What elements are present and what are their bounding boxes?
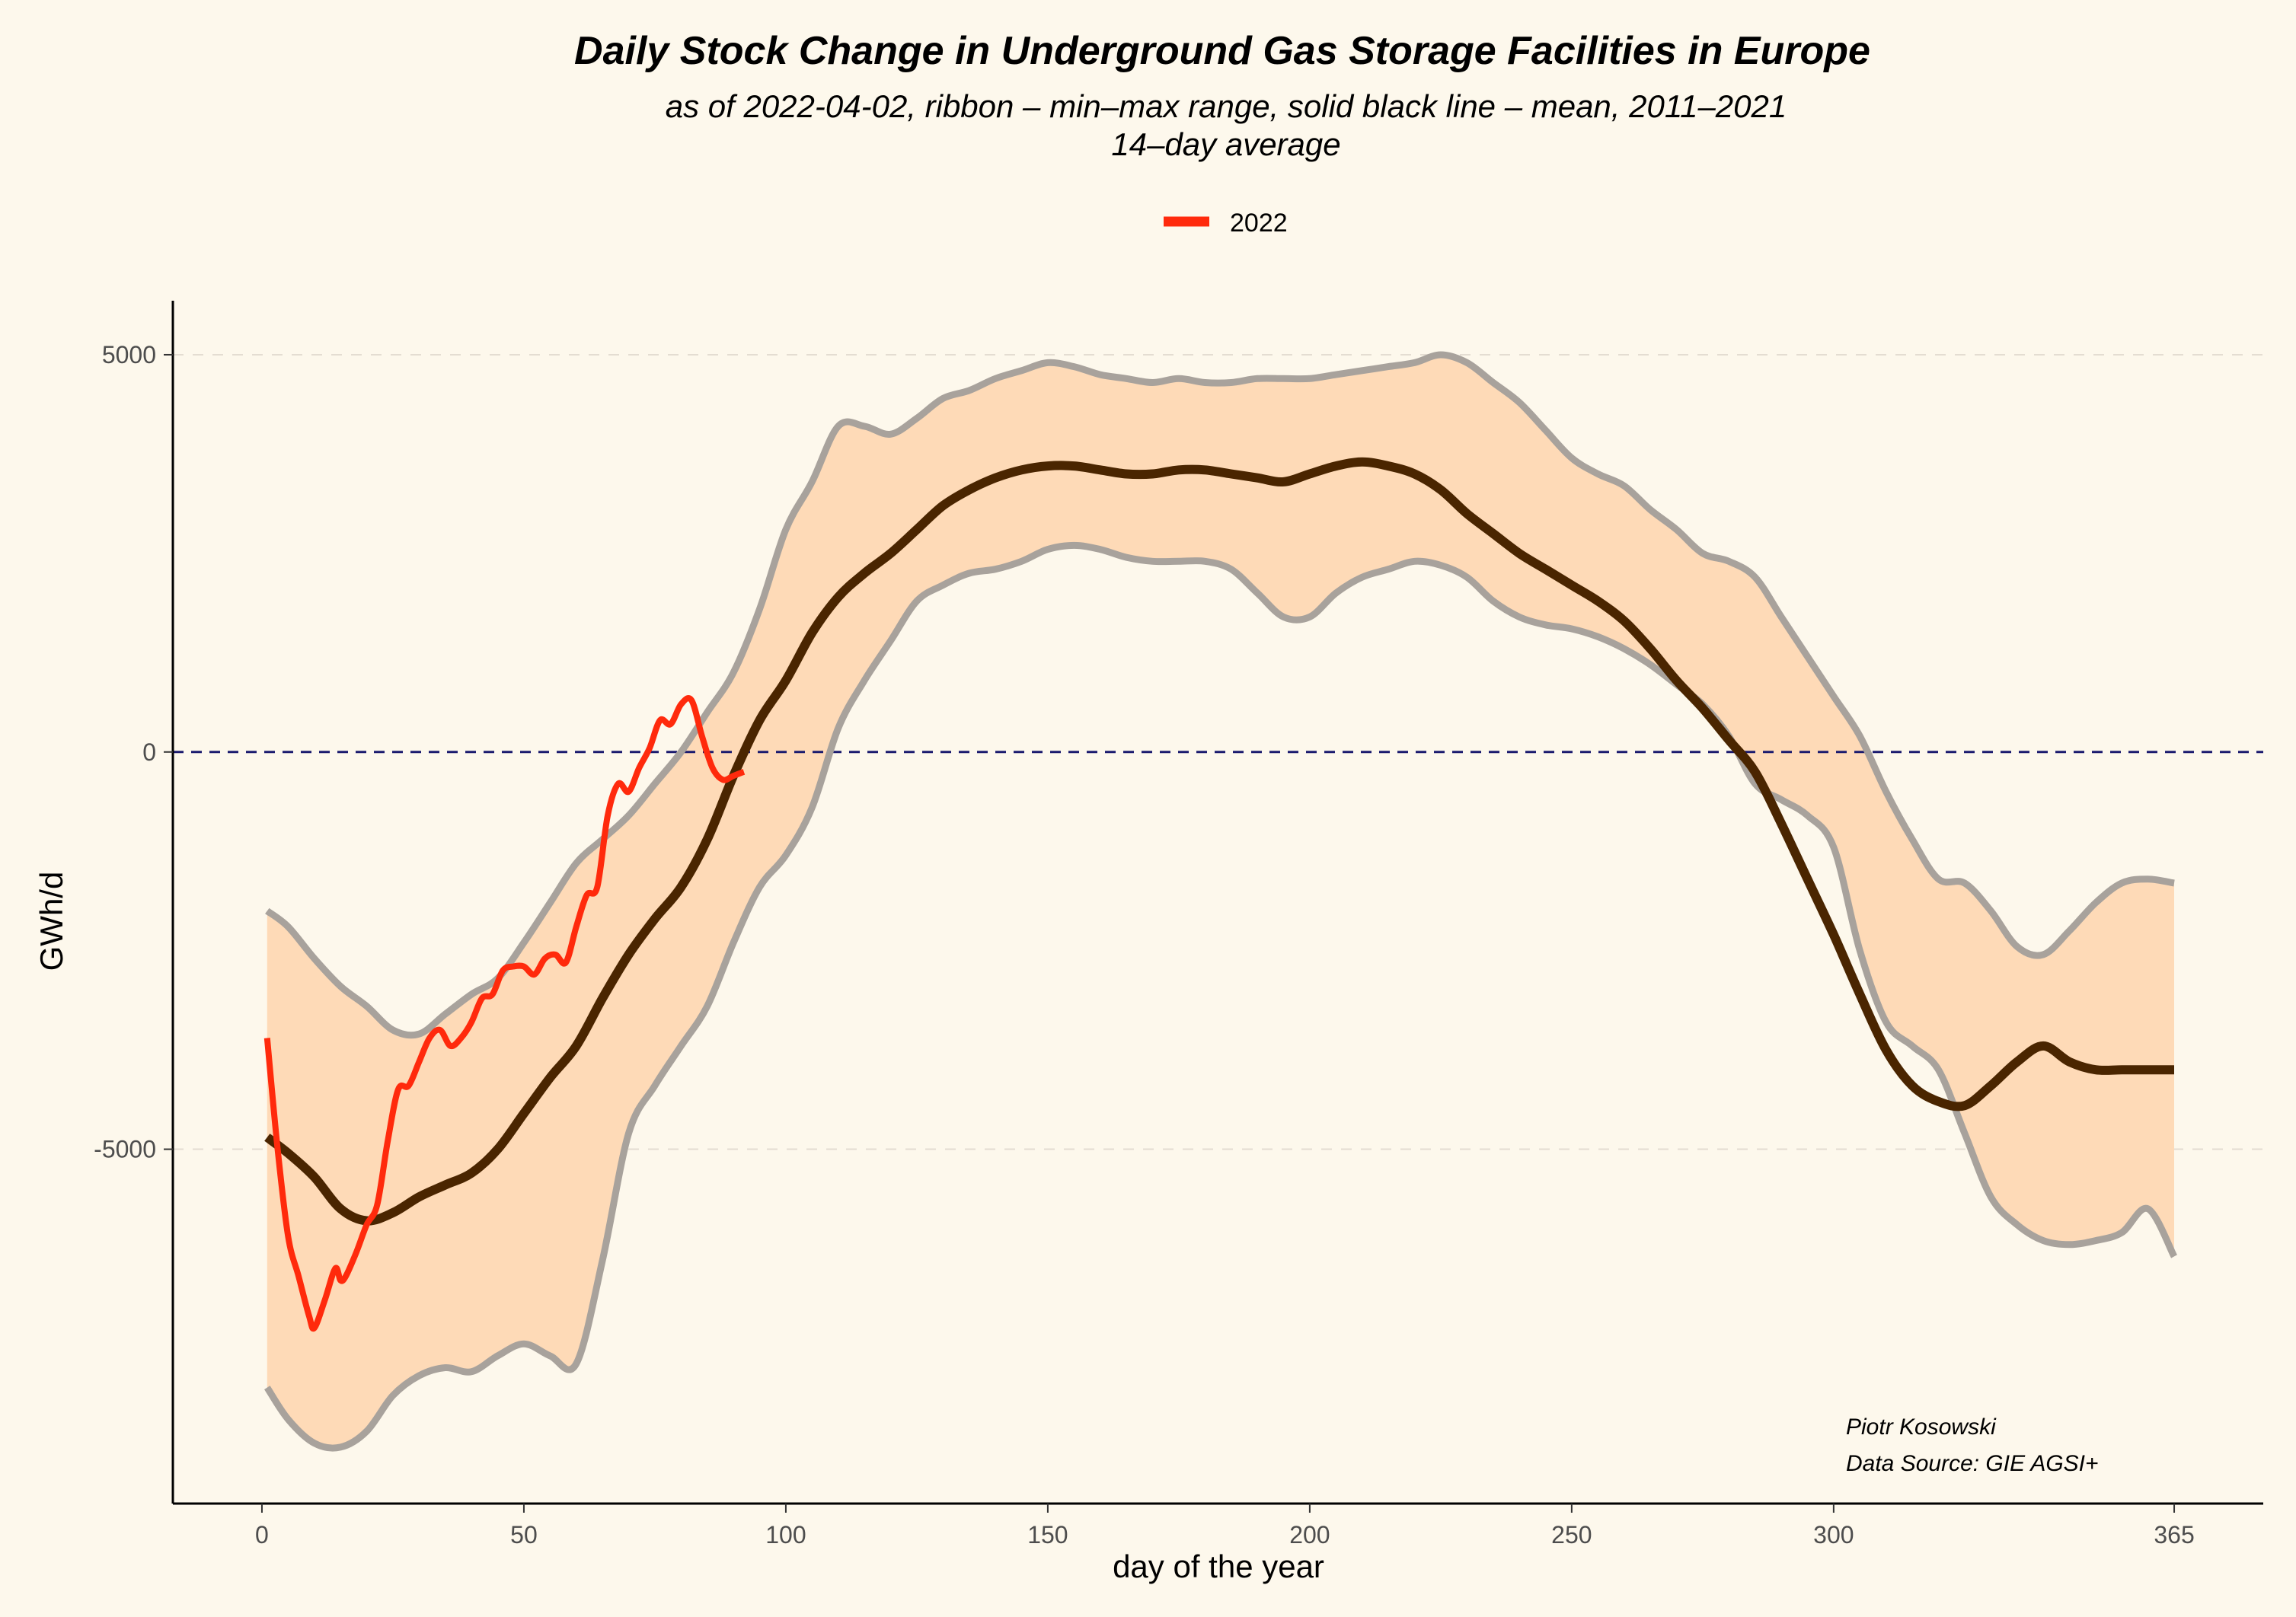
y-axis-label: GWh/d (34, 872, 69, 971)
x-axis-ticks: 0 50 100 150 200 250 300 365 (255, 1504, 2195, 1548)
caption-author: Piotr Kosowski (1846, 1414, 1997, 1440)
series-line-mean (264, 457, 2174, 1226)
series-line-min (264, 541, 2178, 1452)
y-tick-label: 0 (142, 738, 156, 766)
caption-source: Data Source: GIE AGSI+ (1846, 1451, 2099, 1476)
legend-label-2022: 2022 (1230, 209, 1288, 238)
x-axis-label: day of the year (1113, 1548, 1324, 1584)
x-tick-label: 50 (510, 1521, 538, 1548)
ribbon-min-max (267, 355, 2174, 1449)
x-tick-label: 150 (1027, 1521, 1068, 1548)
x-tick-label: 100 (765, 1521, 806, 1548)
series-line-max (265, 351, 2175, 1039)
chart-subtitle-line1: as of 2022-04-02, ribbon – min–max range… (666, 88, 1787, 124)
legend: 2022 (1164, 209, 1288, 238)
series-line-2022 (263, 695, 746, 1332)
y-tick-label: -5000 (94, 1136, 156, 1163)
chart-subtitle-line2: 14–day average (1111, 126, 1340, 162)
x-tick-label: 365 (2154, 1521, 2194, 1548)
x-tick-label: 250 (1551, 1521, 1592, 1548)
x-tick-label: 200 (1289, 1521, 1330, 1548)
x-tick-label: 300 (1813, 1521, 1854, 1548)
y-tick-label: 5000 (102, 341, 156, 368)
x-tick-label: 0 (255, 1521, 269, 1548)
y-axis-ticks: 5000 0 -5000 (94, 341, 173, 1163)
chart-title: Daily Stock Change in Underground Gas St… (574, 29, 1870, 73)
